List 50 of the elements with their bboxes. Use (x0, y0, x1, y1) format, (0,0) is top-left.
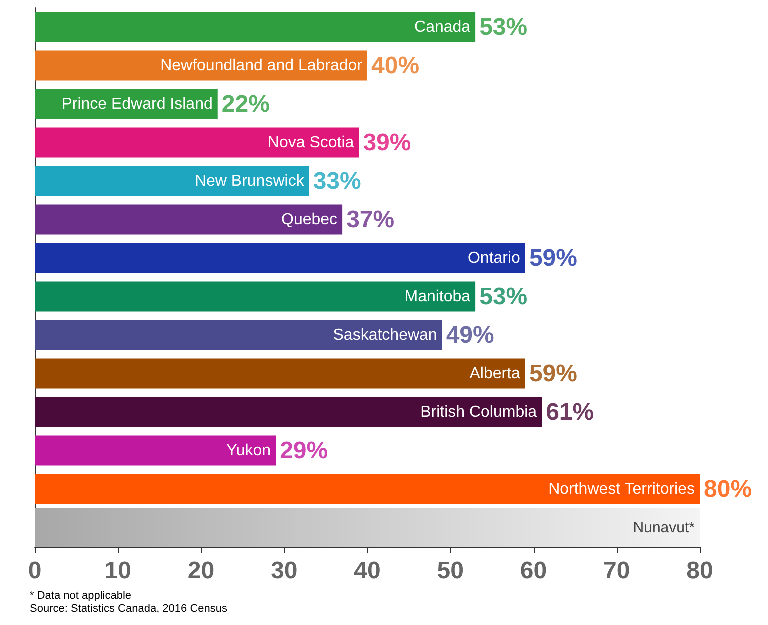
data-label: 53% (480, 14, 528, 41)
x-tick-label: 50 (437, 558, 464, 584)
bar (35, 397, 542, 428)
y-tick-label: Prince Edward Island (62, 96, 213, 113)
y-tick-label: Alberta (470, 365, 521, 382)
bar (35, 474, 700, 504)
data-label: 29% (280, 437, 328, 464)
y-tick-label: British Columbia (420, 404, 538, 421)
data-label: 37% (346, 206, 395, 234)
y-tick-label: Saskatchewan (333, 326, 438, 344)
x-tick-label: 20 (188, 558, 215, 584)
bar (35, 166, 310, 196)
data-label: 61% (546, 398, 594, 426)
bar (35, 128, 360, 158)
data-label: 59% (529, 244, 578, 272)
y-tick-label: Nunavut* (633, 519, 696, 536)
data-label: 49% (446, 322, 494, 349)
bar (35, 436, 276, 466)
x-tick-label: 30 (271, 558, 298, 584)
source-note: Source: Statistics Canada, 2016 Census (30, 603, 228, 616)
y-tick-label: Ontario (468, 250, 521, 267)
data-label: 59% (529, 360, 578, 388)
x-tick-label: 80 (686, 558, 714, 584)
data-label: 40% (372, 52, 420, 80)
x-tick-label: 10 (104, 558, 132, 584)
y-tick-label: Northwest Territories (548, 480, 695, 498)
bar (35, 12, 476, 42)
data-label: 33% (313, 168, 362, 195)
y-tick-label: New Brunswick (194, 172, 306, 190)
y-tick-label: Nova Scotia (268, 134, 354, 152)
data-label: 39% (363, 129, 412, 156)
x-tick-label: 0 (28, 558, 42, 584)
y-tick-label: Newfoundland and Labrador (160, 57, 364, 74)
data-label: 80% (704, 476, 752, 503)
y-tick-label: Canada (414, 18, 471, 36)
x-tick-label: 60 (520, 558, 548, 584)
y-tick-label: Quebec (282, 211, 338, 228)
bar (35, 243, 526, 274)
bar (35, 358, 526, 389)
bar (35, 282, 476, 312)
x-tick-label: 70 (604, 558, 630, 584)
bar (35, 320, 442, 350)
x-tick-label: 40 (354, 558, 381, 584)
bar (35, 204, 343, 235)
y-tick-label: Yukon (226, 442, 272, 460)
data-label: 22% (222, 90, 270, 118)
text: * Data not applicable (30, 590, 133, 603)
data-label: 53% (480, 283, 528, 310)
y-tick-label: Manitoba (404, 288, 471, 306)
bar (35, 50, 368, 81)
